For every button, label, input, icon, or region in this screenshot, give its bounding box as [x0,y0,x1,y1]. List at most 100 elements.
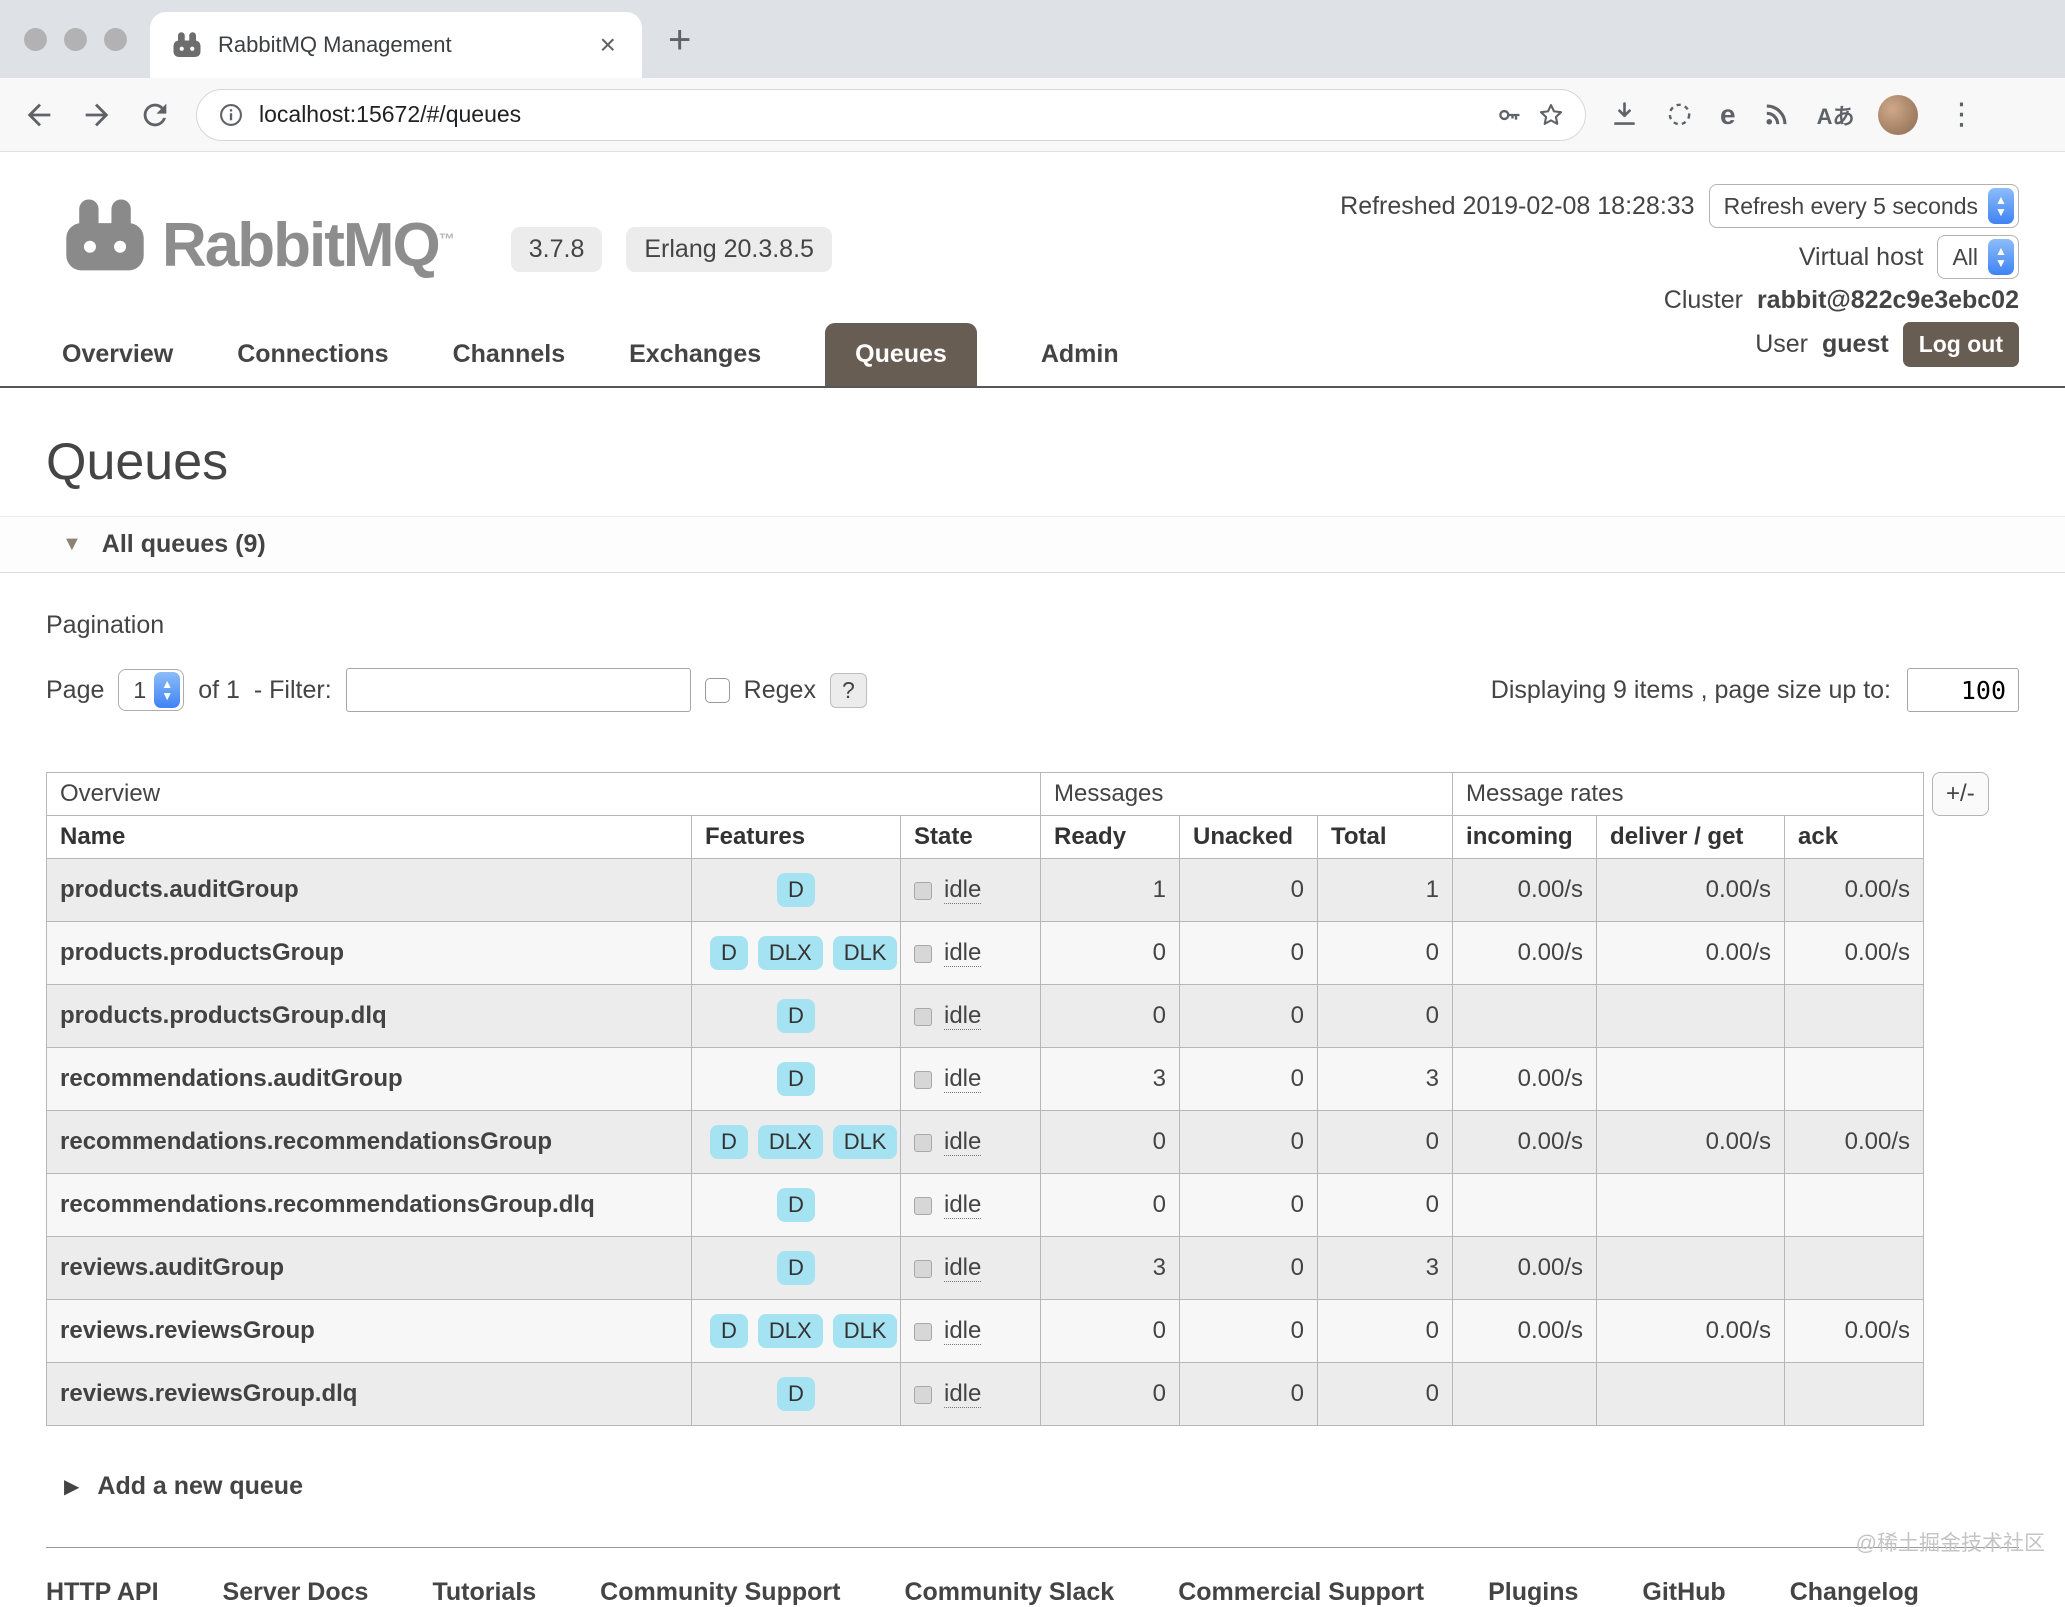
column-header-ack[interactable]: ack [1784,815,1925,859]
erlang-version-badge: Erlang 20.3.8.5 [626,227,832,272]
refresh-interval-select[interactable]: Refresh every 5 seconds ▲ ▼ [1708,184,2019,228]
queue-total: 3 [1316,1047,1454,1111]
url-text[interactable]: localhost:15672/#/queues [259,101,522,127]
stepper-icon: ▲ ▼ [154,672,181,708]
queue-name[interactable]: recommendations.recommendationsGroup [46,1110,692,1174]
queue-features: D [691,858,901,922]
page-label: Page [46,675,105,704]
regex-checkbox[interactable] [704,677,730,703]
footer-link-community-slack[interactable]: Community Slack [904,1578,1115,1606]
cluster-name: rabbit@822c9e3ebc02 [1756,286,2019,314]
add-queue-toggle[interactable]: ▶ Add a new queue [64,1472,2065,1501]
queue-ready: 0 [1040,921,1180,985]
state-indicator-icon [914,1385,932,1404]
rss-icon[interactable] [1762,100,1791,129]
state-label: idle [944,876,982,904]
footer-link-http-api[interactable]: HTTP API [46,1578,159,1606]
page-number-value: 1 [133,676,147,703]
state-indicator-icon [914,1196,932,1215]
rate-incoming: 0.00/s [1452,921,1598,985]
column-header-features[interactable]: Features [691,815,901,859]
footer-link-tutorials[interactable]: Tutorials [432,1578,537,1606]
tab-exchanges[interactable]: Exchanges [629,340,762,368]
all-queues-section-toggle[interactable]: ▼ All queues (9) [0,516,2065,573]
table-header-row: Name Features State Ready Unacked Total incomi… [46,815,1925,859]
e-extension-icon[interactable]: e [1720,98,1736,130]
tab-admin[interactable]: Admin [1040,340,1119,368]
back-icon[interactable] [22,98,56,132]
page-size-input[interactable] [1907,668,2019,712]
page-number-select[interactable]: 1 ▲ ▼ [118,669,185,711]
footer-link-github[interactable]: GitHub [1642,1578,1726,1606]
column-header-name[interactable]: Name [46,815,692,859]
browser-tab[interactable]: RabbitMQ Management × [150,12,642,78]
rate-incoming [1452,1362,1598,1426]
rabbitmq-logo[interactable]: RabbitMQ™ 3.7.8 Erlang 20.3.8.5 [62,196,832,277]
password-key-icon[interactable] [1495,101,1523,129]
queue-name[interactable]: reviews.auditGroup [46,1236,692,1300]
tab-overview[interactable]: Overview [62,340,174,368]
feature-badge-dlk: DLK [832,936,898,970]
user-label: User [1755,330,1809,358]
window-minimize-button[interactable] [64,28,87,51]
profile-avatar[interactable] [1878,94,1919,135]
queue-ready: 0 [1040,984,1180,1048]
refreshed-label: Refreshed 2019-02-08 18:28:33 [1340,191,1695,220]
tab-close-icon[interactable]: × [599,29,616,60]
window-zoom-button[interactable] [104,28,127,51]
queue-name[interactable]: products.auditGroup [46,858,692,922]
virtual-host-select[interactable]: All ▲ ▼ [1937,235,2019,279]
reload-icon[interactable] [138,98,172,132]
column-header-state[interactable]: State [900,815,1041,859]
footer-link-commercial-support[interactable]: Commercial Support [1178,1578,1425,1606]
column-selector-button[interactable]: +/- [1932,772,1989,816]
column-header-total[interactable]: Total [1316,815,1454,859]
regex-help-button[interactable]: ? [829,672,867,708]
queue-total: 3 [1316,1236,1454,1300]
queue-ready: 3 [1040,1236,1180,1300]
queue-name[interactable]: reviews.reviewsGroup [46,1299,692,1363]
download-icon[interactable] [1610,100,1639,129]
state-label: idle [944,939,982,967]
expand-triangle-icon: ▶ [64,1476,80,1498]
footer-link-plugins[interactable]: Plugins [1488,1578,1579,1606]
new-tab-button[interactable]: + [668,18,692,62]
column-header-incoming[interactable]: incoming [1452,815,1598,859]
dashed-circle-extension-icon[interactable] [1665,100,1694,129]
queue-name[interactable]: products.productsGroup.dlq [46,984,692,1048]
bookmark-star-icon[interactable] [1537,101,1565,129]
virtual-host-label: Virtual host [1798,242,1924,271]
filter-input[interactable] [345,668,691,712]
tab-channels[interactable]: Channels [452,340,566,368]
trademark: ™ [438,231,455,249]
tab-queues[interactable]: Queues [825,323,977,386]
window-close-button[interactable] [24,28,47,51]
pagination-controls: Page 1 ▲ ▼ of 1 - Filter: Regex ? Display… [46,668,2019,712]
queue-ready: 3 [1040,1047,1180,1111]
footer-link-server-docs[interactable]: Server Docs [222,1578,369,1606]
site-info-icon[interactable] [217,101,245,129]
column-header-unacked[interactable]: Unacked [1179,815,1318,859]
address-bar[interactable]: localhost:15672/#/queues [196,88,1586,141]
logout-button[interactable]: Log out [1902,322,2019,367]
tab-connections[interactable]: Connections [237,340,389,368]
browser-menu-icon[interactable]: ⋮ [1946,98,1977,131]
forward-icon[interactable] [80,98,114,132]
queue-name[interactable]: recommendations.auditGroup [46,1047,692,1111]
footer-link-changelog[interactable]: Changelog [1789,1578,1919,1606]
table-row: recommendations.recommendationsGroup.dlq… [46,1173,1925,1237]
queue-name[interactable]: products.productsGroup [46,921,692,985]
footer-link-community-support[interactable]: Community Support [600,1578,841,1606]
column-header-ready[interactable]: Ready [1040,815,1180,859]
state-label: idle [944,1254,982,1282]
queue-unacked: 0 [1179,921,1318,985]
queue-name[interactable]: reviews.reviewsGroup.dlq [46,1362,692,1426]
column-header-deliver-get[interactable]: deliver / get [1596,815,1786,859]
state-label: idle [944,1380,982,1408]
queue-state: idle [900,1173,1041,1237]
queue-name[interactable]: recommendations.recommendationsGroup.dlq [46,1173,692,1237]
translate-icon[interactable]: Aあ [1816,103,1855,129]
queue-ready: 0 [1040,1173,1180,1237]
